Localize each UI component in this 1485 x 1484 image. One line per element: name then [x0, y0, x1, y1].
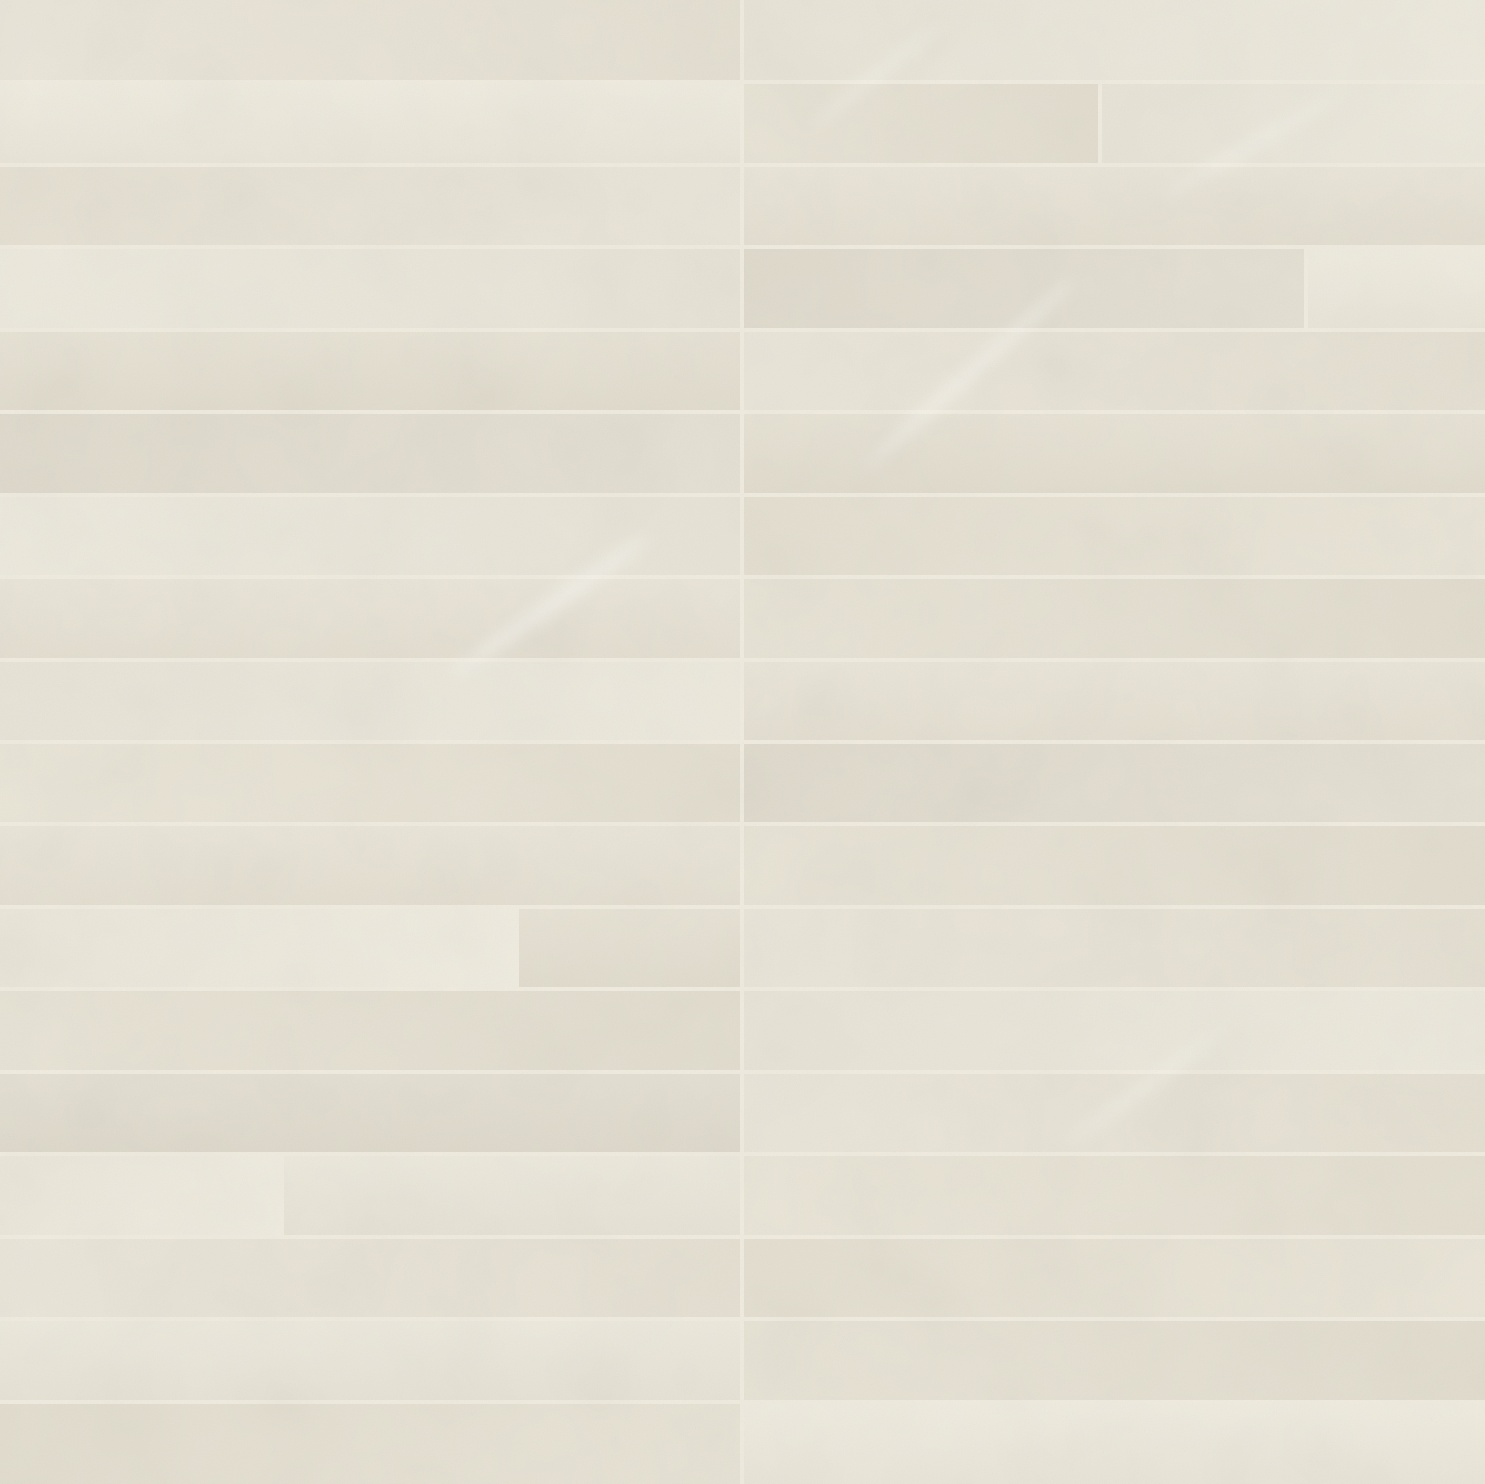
tile-strip [0, 166, 740, 246]
tile-strip [744, 1156, 1485, 1235]
tile-strip [744, 1321, 1485, 1400]
tile-strip [744, 1403, 1485, 1484]
tile-strip [0, 1156, 280, 1235]
tile-strip [0, 249, 740, 328]
tile-strip [744, 0, 1485, 81]
tile-strip [0, 1073, 740, 1153]
tile-strip [744, 579, 1485, 658]
tile-strip [744, 84, 1098, 163]
tile-strip [744, 1073, 1485, 1153]
tile-strip [0, 579, 740, 658]
tile-strip [0, 1238, 740, 1318]
tile-strip [1308, 249, 1485, 328]
tile-strip [0, 661, 740, 740]
tile-strip [519, 908, 740, 988]
tile-strip [744, 331, 1485, 411]
tile-strip [0, 414, 740, 493]
tile-strip [0, 908, 515, 988]
tile-strip [0, 84, 740, 163]
tile-strip [0, 1403, 740, 1484]
tile-strip [0, 0, 740, 81]
tile-strip [744, 826, 1485, 905]
tile-strip [284, 1156, 740, 1235]
tile-strip [744, 414, 1485, 493]
tile-strip [0, 1321, 740, 1400]
tile-strip [744, 1238, 1485, 1318]
tile-strip [744, 743, 1485, 823]
tile-strip [744, 991, 1485, 1070]
tile-strip [744, 496, 1485, 576]
tile-strip [0, 991, 740, 1070]
tile-strip [744, 166, 1485, 246]
tile-strip [1102, 84, 1485, 163]
tile-strip [0, 826, 740, 905]
tile-strip [0, 496, 740, 576]
tile-strip [0, 743, 740, 823]
tile-strip [744, 908, 1485, 988]
tile-strip [0, 331, 740, 411]
tile-strip [744, 661, 1485, 740]
tile-strip [744, 249, 1304, 328]
